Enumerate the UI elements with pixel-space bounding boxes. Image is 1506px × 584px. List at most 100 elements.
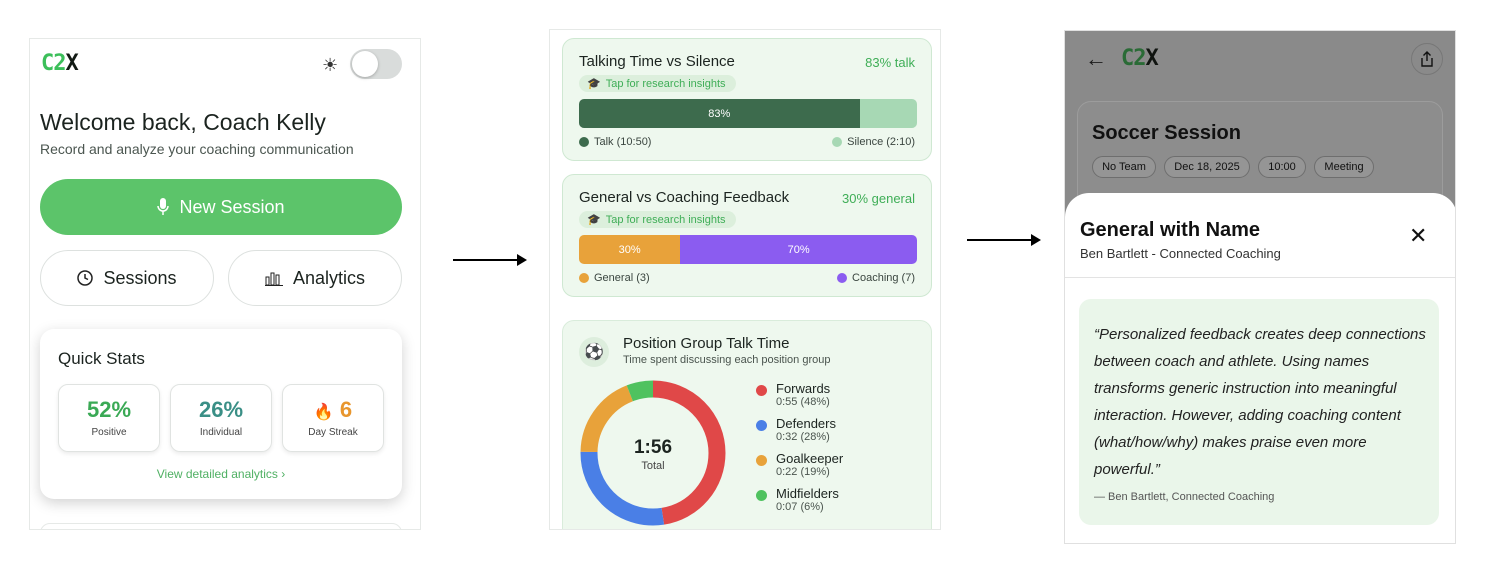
legend-name: Defenders <box>776 416 836 431</box>
analytics-button[interactable]: Analytics <box>228 250 402 306</box>
flow-arrow-2 <box>967 234 1041 246</box>
legend-detail: 0:22 (19%) <box>776 466 830 478</box>
session-detail-screen: ← C2X Soccer Session No Team Dec 18, 202… <box>1064 30 1456 544</box>
next-card-peek <box>40 523 402 529</box>
legend-defenders: Defenders 0:32 (28%) <box>756 416 836 443</box>
legend-dot <box>756 385 767 396</box>
silence-segment <box>859 99 917 128</box>
time-chip: 10:00 <box>1258 156 1306 178</box>
card-title: Position Group Talk Time <box>623 335 790 352</box>
talk-legend: Talk (10:50) <box>579 136 651 148</box>
analytics-screen: Talking Time vs Silence 83% talk 🎓 Tap f… <box>549 29 941 530</box>
sessions-label: Sessions <box>103 267 177 288</box>
sheet-title: General with Name <box>1080 219 1261 241</box>
silence-legend-label: Silence (2:10) <box>847 136 915 148</box>
quick-stats-title: Quick Stats <box>58 349 145 368</box>
session-title: Soccer Session <box>1092 122 1241 144</box>
quote-box: “Personalized feedback creates deep conn… <box>1079 299 1439 525</box>
stat-day-streak[interactable]: 🔥 6 Day Streak <box>282 384 384 452</box>
coaching-legend: Coaching (7) <box>837 272 915 284</box>
legend-goalkeeper: Goalkeeper 0:22 (19%) <box>756 451 843 478</box>
home-screen: C2X ☀ Welcome back, Coach Kelly Record a… <box>29 38 421 530</box>
welcome-subtitle: Record and analyze your coaching communi… <box>40 141 354 157</box>
position-group-card: ⚽ Position Group Talk Time Time spent di… <box>562 320 932 529</box>
research-insights-tag[interactable]: 🎓 Tap for research insights <box>579 211 736 228</box>
back-arrow-icon[interactable]: ← <box>1085 46 1107 71</box>
new-session-button[interactable]: New Session <box>40 179 402 235</box>
feedback-card[interactable]: General vs Coaching Feedback 30% general… <box>562 174 932 297</box>
general-dot <box>579 273 589 283</box>
silence-dot <box>832 137 843 147</box>
stat-value: 52% <box>86 397 132 422</box>
tap-label: Tap for research insights <box>605 213 726 226</box>
donut-total-label: Total <box>641 460 665 472</box>
clock-icon <box>77 270 94 286</box>
theme-toggle[interactable] <box>350 49 402 79</box>
flame-icon: 🔥 <box>313 404 334 421</box>
sheet-subtitle: Ben Bartlett - Connected Coaching <box>1080 246 1281 261</box>
position-donut-chart <box>580 380 726 526</box>
welcome-heading: Welcome back, Coach Kelly <box>40 109 326 135</box>
quick-stats-card: Quick Stats 52% Positive 26% Individual … <box>40 329 402 499</box>
legend-detail: 0:55 (48%) <box>776 396 830 408</box>
legend-name: Midfielders <box>776 486 839 501</box>
talk-legend-label: Talk (10:50) <box>594 136 652 148</box>
quote-text: “Personalized feedback creates deep conn… <box>1094 326 1426 478</box>
graduation-cap-icon: 🎓 <box>587 78 601 90</box>
sheet-divider <box>1065 277 1455 278</box>
share-icon <box>1421 51 1433 67</box>
date-chip: Dec 18, 2025 <box>1164 156 1250 178</box>
general-legend: General (3) <box>579 272 650 284</box>
coaching-dot <box>837 273 848 283</box>
talk-dot <box>579 137 589 147</box>
sessions-button[interactable]: Sessions <box>40 250 214 306</box>
legend-forwards: Forwards 0:55 (48%) <box>756 381 830 408</box>
soccer-ball-icon: ⚽ <box>579 337 609 367</box>
research-insights-tag[interactable]: 🎓 Tap for research insights <box>579 75 736 92</box>
legend-name: Forwards <box>776 381 831 396</box>
streak-value: 6 <box>339 397 353 422</box>
app-logo: C2X <box>1121 46 1159 71</box>
general-segment: 30% <box>579 235 681 264</box>
card-percent: 83% talk <box>865 55 915 70</box>
sun-icon: ☀ <box>322 55 339 75</box>
share-button[interactable] <box>1411 43 1443 75</box>
card-subtitle: Time spent discussing each position grou… <box>623 354 831 366</box>
close-icon[interactable]: ✕ <box>1409 223 1428 248</box>
general-legend-label: General (3) <box>594 272 650 284</box>
talk-segment: 83% <box>579 99 860 128</box>
new-session-label: New Session <box>179 196 285 217</box>
team-chip: No Team <box>1092 156 1156 178</box>
tap-label: Tap for research insights <box>605 77 726 90</box>
talk-silence-card[interactable]: Talking Time vs Silence 83% talk 🎓 Tap f… <box>562 38 932 161</box>
graduation-cap-icon: 🎓 <box>587 214 601 226</box>
stat-label: Individual <box>199 427 243 438</box>
legend-dot <box>756 490 767 501</box>
insight-bottom-sheet: General with Name Ben Bartlett - Connect… <box>1065 193 1455 543</box>
legend-detail: 0:32 (28%) <box>776 431 830 443</box>
bar-chart-icon <box>264 272 283 286</box>
view-analytics-link[interactable]: View detailed analytics › <box>40 467 402 481</box>
legend-name: Goalkeeper <box>776 451 844 466</box>
chevron-right-icon: › <box>281 467 286 481</box>
quote-citation: — Ben Bartlett, Connected Coaching <box>1094 491 1275 503</box>
type-chip: Meeting <box>1314 156 1374 178</box>
stat-positive[interactable]: 52% Positive <box>58 384 160 452</box>
donut-total-value: 1:56 <box>633 437 673 458</box>
flow-arrow-1 <box>453 254 527 266</box>
stat-label: Day Streak <box>308 427 358 438</box>
legend-midfielders: Midfielders 0:07 (6%) <box>756 486 839 513</box>
donut-slice-defenders <box>580 380 726 526</box>
analytics-label: Analytics <box>292 267 366 288</box>
stat-label: Positive <box>91 427 127 438</box>
legend-dot <box>756 420 767 431</box>
microphone-icon <box>157 198 170 215</box>
donut-slice-midfielders <box>580 380 726 526</box>
silence-legend: Silence (2:10) <box>832 136 915 148</box>
coaching-legend-label: Coaching (7) <box>852 272 915 284</box>
view-analytics-label: View detailed analytics <box>156 467 278 481</box>
stat-individual[interactable]: 26% Individual <box>170 384 272 452</box>
stat-value: 26% <box>198 397 244 422</box>
app-logo: C2X <box>41 51 79 76</box>
card-title: General vs Coaching Feedback <box>579 189 790 206</box>
